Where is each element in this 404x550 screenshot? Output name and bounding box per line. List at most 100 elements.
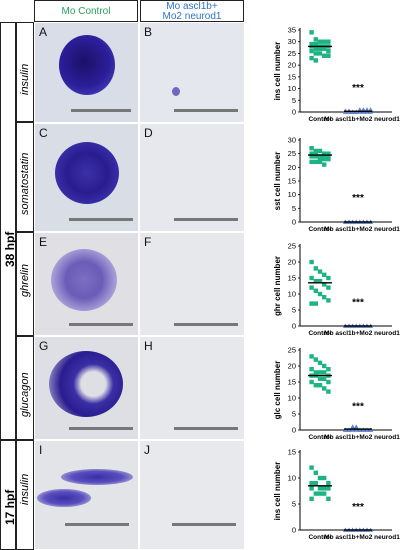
y-tick-label-3-3: 15 <box>288 378 296 387</box>
y-tick-label-4-3: 15 <box>288 448 296 457</box>
morphant-point-0-15 <box>368 107 373 112</box>
stain-glucagon-control <box>49 351 123 417</box>
control-point-1-18 <box>322 162 327 167</box>
panel-e: E <box>35 233 138 335</box>
control-point-2-1 <box>313 266 318 271</box>
x-tick-label-morphant-0: Mo ascl1b+Mo2 neurod1 <box>324 116 400 123</box>
control-point-3-12 <box>317 376 323 381</box>
y-tick-label-2-4: 20 <box>288 258 296 267</box>
morphant-point-0-14 <box>364 107 370 112</box>
control-point-2-2 <box>317 269 323 274</box>
y-tick-label-3-2: 10 <box>288 394 296 403</box>
stain-somatostatin-control <box>55 142 119 204</box>
control-point-3-16 <box>313 383 318 388</box>
y-tick-label-2-0: 0 <box>292 322 296 331</box>
panel-c: C <box>35 124 138 231</box>
scale-bar-j <box>172 523 236 526</box>
y-tick-label-1-5: 25 <box>288 149 296 158</box>
panel-i: I <box>35 441 138 549</box>
panel-label-e: E <box>39 235 48 249</box>
control-point-3-6 <box>313 370 318 375</box>
control-point-0-4 <box>326 39 331 44</box>
control-point-0-5 <box>309 41 314 47</box>
control-point-1-9 <box>326 154 331 159</box>
control-point-2-6 <box>313 279 318 284</box>
control-point-0-0 <box>309 30 314 35</box>
panel-j: J <box>140 441 244 549</box>
panel-g: G <box>35 337 138 439</box>
x-tick-label-control-1: Control <box>308 226 331 233</box>
y-tick-label-0-6: 30 <box>288 37 296 46</box>
control-point-1-11 <box>313 154 318 159</box>
significance-stars-1: *** <box>352 193 364 204</box>
control-point-2-4 <box>326 275 331 281</box>
gene-box-glucagon: glucagon <box>16 336 34 440</box>
y-axis-label-2: ghr cell number <box>273 256 282 316</box>
control-point-0-1 <box>313 37 318 42</box>
x-tick-label-morphant-4: Mo ascl1b+Mo2 neurod1 <box>324 534 400 541</box>
scale-bar-h <box>174 427 238 430</box>
x-tick-label-control-4: Control <box>308 534 331 541</box>
stage-box-38hpf: 38 hpf <box>0 22 17 440</box>
control-point-0-3 <box>322 39 327 44</box>
control-point-2-12 <box>317 291 323 297</box>
scale-bar-a <box>71 109 131 112</box>
control-point-0-11 <box>313 46 318 51</box>
control-point-2-0 <box>309 259 314 265</box>
significance-stars-2: *** <box>352 298 364 309</box>
morphant-point-3-11 <box>353 424 359 429</box>
control-point-1-8 <box>322 154 327 159</box>
control-point-1-14 <box>326 156 331 162</box>
control-point-2-15 <box>309 301 314 306</box>
control-point-1-1 <box>313 148 318 154</box>
panel-a: A <box>35 23 138 122</box>
control-point-4-11 <box>313 491 318 496</box>
panel-label-d: D <box>144 126 153 140</box>
control-point-3-2 <box>317 360 323 365</box>
scale-bar-c <box>69 218 133 221</box>
y-tick-label-0-0: 0 <box>292 108 296 117</box>
control-point-2-13 <box>322 295 327 300</box>
control-point-4-8 <box>322 486 327 491</box>
control-point-4-12 <box>317 491 323 496</box>
control-point-1-15 <box>309 159 314 165</box>
header-mo-control: Mo Control <box>34 0 138 22</box>
scale-bar-e <box>69 323 133 326</box>
y-tick-label-2-5: 25 <box>288 242 296 251</box>
morphant-point-3-10 <box>350 424 355 429</box>
y-tick-label-1-6: 30 <box>288 136 296 145</box>
control-point-0-20 <box>309 55 314 61</box>
x-tick-label-control-0: Control <box>308 116 331 123</box>
control-point-1-13 <box>322 156 327 162</box>
control-point-0-14 <box>326 48 331 54</box>
control-point-1-12 <box>317 156 323 162</box>
morphant-point-0-13 <box>361 107 366 112</box>
control-point-0-18 <box>322 53 327 58</box>
stain-ghrelin-control <box>51 249 117 311</box>
control-point-2-5 <box>309 275 314 281</box>
panel-label-c: C <box>39 126 48 140</box>
y-tick-label-0-7: 35 <box>288 26 296 35</box>
control-point-4-3 <box>322 475 327 481</box>
control-point-0-6 <box>313 41 318 47</box>
y-tick-label-0-1: 5 <box>292 96 296 105</box>
control-point-0-17 <box>317 51 323 56</box>
control-point-0-12 <box>317 46 323 51</box>
control-point-4-5 <box>309 481 314 486</box>
y-axis-label-1: sst cell number <box>273 152 282 211</box>
y-tick-label-0-5: 25 <box>288 49 296 58</box>
y-tick-label-2-3: 15 <box>288 274 296 283</box>
control-point-3-3 <box>322 363 327 369</box>
control-point-3-5 <box>309 367 314 372</box>
panel-label-j: J <box>144 443 150 457</box>
control-point-3-17 <box>317 383 323 388</box>
y-tick-label-0-3: 15 <box>288 72 296 81</box>
control-point-4-9 <box>326 486 331 491</box>
y-axis-label-4: ins cell number <box>273 462 282 521</box>
y-tick-label-2-2: 10 <box>288 290 296 299</box>
control-point-0-21 <box>313 58 318 63</box>
y-axis-label-0: ins cell number <box>273 42 282 101</box>
control-point-3-15 <box>309 379 314 385</box>
control-point-1-7 <box>317 154 323 159</box>
